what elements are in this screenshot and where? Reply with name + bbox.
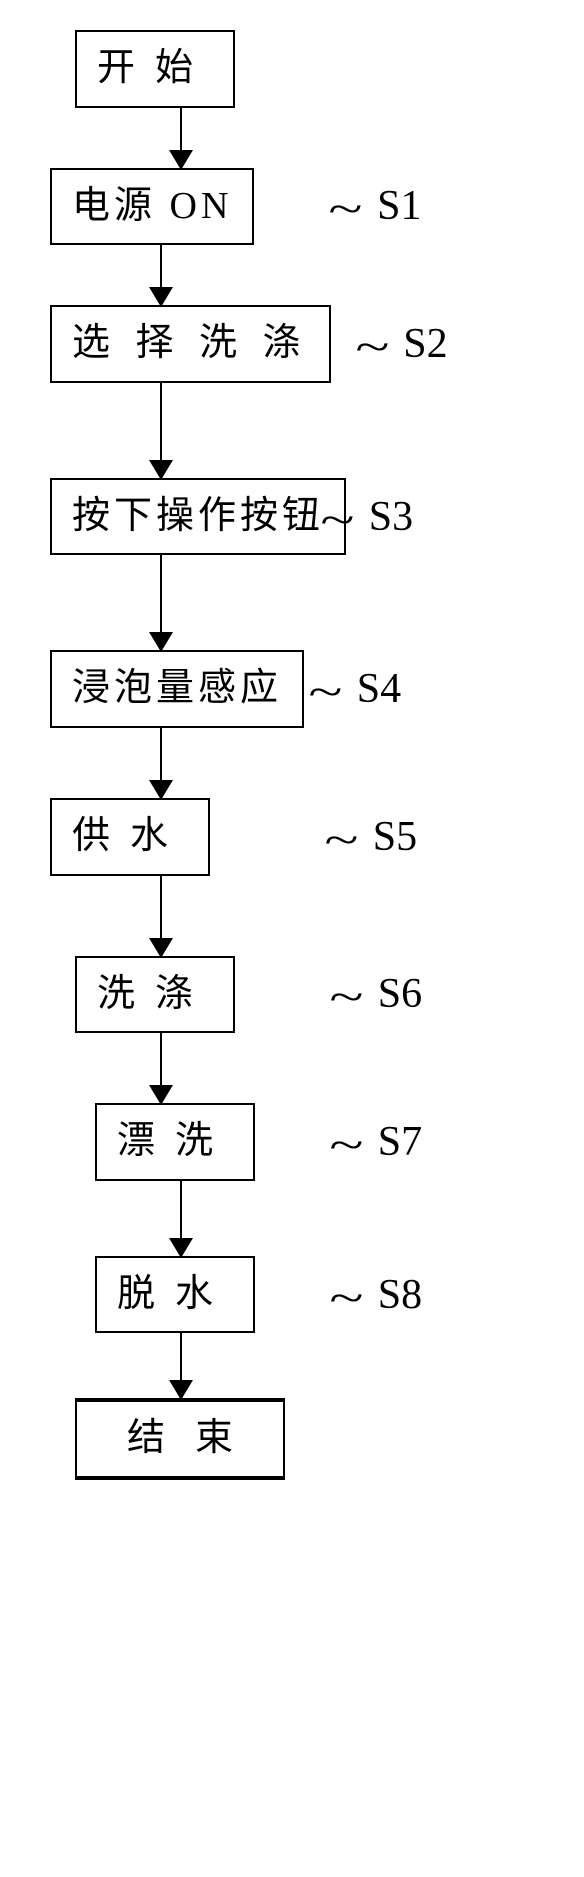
flow-arrow	[160, 383, 162, 478]
flow-step-box: 浸泡量感应	[50, 650, 304, 728]
flow-arrow	[180, 1181, 182, 1256]
connector-tilde: ~	[320, 497, 354, 545]
step-label: S7	[378, 1118, 422, 1166]
connector-tilde: ~	[308, 669, 342, 717]
flow-arrow	[160, 728, 162, 798]
flow-step-box: 漂洗	[95, 1103, 255, 1181]
step-label: S3	[369, 493, 413, 541]
flow-arrow	[160, 555, 162, 650]
connector-tilde: ~	[355, 324, 389, 372]
step-label: S1	[377, 182, 421, 230]
connector-tilde: ~	[329, 186, 363, 234]
step-label: S6	[378, 970, 422, 1018]
flow-arrow	[160, 1033, 162, 1103]
step-label: S2	[403, 320, 447, 368]
flow-arrow	[180, 108, 182, 168]
connector-tilde: ~	[324, 817, 358, 865]
flowchart: 开始电源 ON~S1选 择 洗 涤~S2按下操作按钮~S3浸泡量感应~S4供水~…	[20, 30, 560, 1480]
flow-step-box: 开始	[75, 30, 235, 108]
flow-arrow	[160, 245, 162, 305]
flow-step-box: 选 择 洗 涤	[50, 305, 331, 383]
step-label: S5	[373, 813, 417, 861]
flow-arrow	[160, 876, 162, 956]
flow-step-box: 电源 ON	[50, 168, 254, 246]
connector-tilde: ~	[329, 974, 363, 1022]
flow-step-box: 按下操作按钮	[50, 478, 346, 556]
flow-step-box: 脱水	[95, 1256, 255, 1334]
flow-end-box: 结束	[75, 1398, 285, 1480]
flow-step-box: 洗涤	[75, 956, 235, 1034]
step-label: S8	[378, 1271, 422, 1319]
flow-step-box: 供水	[50, 798, 210, 876]
connector-tilde: ~	[329, 1275, 363, 1323]
connector-tilde: ~	[329, 1122, 363, 1170]
step-label: S4	[357, 665, 401, 713]
flow-arrow	[180, 1333, 182, 1398]
